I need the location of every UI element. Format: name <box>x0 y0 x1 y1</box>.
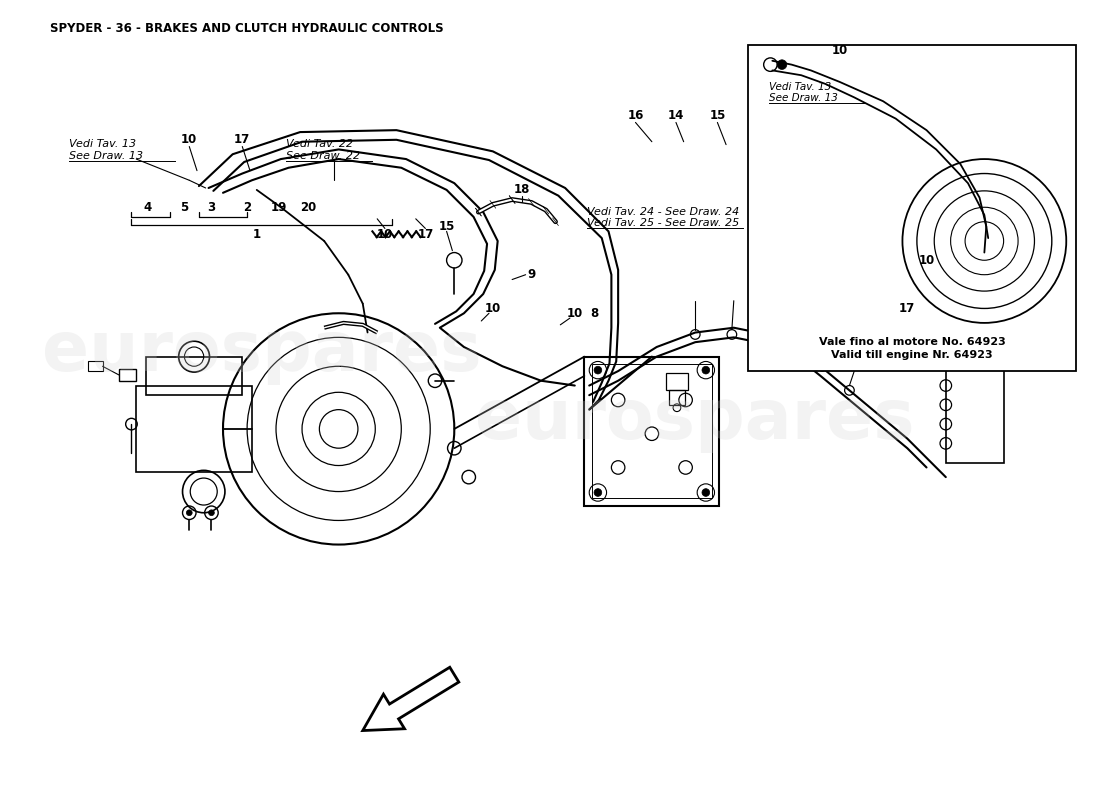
Text: 17: 17 <box>417 228 433 241</box>
Bar <box>88 362 102 371</box>
Text: SPYDER - 36 - BRAKES AND CLUTCH HYDRAULIC CONTROLS: SPYDER - 36 - BRAKES AND CLUTCH HYDRAULI… <box>50 22 443 35</box>
Text: 15: 15 <box>710 110 726 122</box>
Circle shape <box>209 510 214 516</box>
Text: See Draw. 13: See Draw. 13 <box>69 151 143 161</box>
Text: 17: 17 <box>899 302 915 315</box>
Text: 2: 2 <box>243 201 251 214</box>
Text: 14: 14 <box>668 110 684 122</box>
Text: Vedi Tav. 25 - See Draw. 25: Vedi Tav. 25 - See Draw. 25 <box>587 218 739 229</box>
Text: Vedi Tav. 13: Vedi Tav. 13 <box>769 82 832 92</box>
Bar <box>946 366 1003 462</box>
Text: 3: 3 <box>208 201 216 214</box>
Text: 9: 9 <box>527 268 536 282</box>
Bar <box>667 373 688 390</box>
Text: 10: 10 <box>566 306 583 320</box>
Text: 16: 16 <box>627 110 644 122</box>
Text: 18: 18 <box>514 183 530 197</box>
Text: See Draw. 13: See Draw. 13 <box>769 93 838 103</box>
Circle shape <box>702 366 710 374</box>
Bar <box>146 357 242 395</box>
Text: Vale fino al motore No. 64923: Vale fino al motore No. 64923 <box>818 337 1005 347</box>
Bar <box>592 364 712 498</box>
Text: Vedi Tav. 13: Vedi Tav. 13 <box>69 139 136 150</box>
Text: 17: 17 <box>234 134 251 146</box>
Text: 10: 10 <box>918 254 935 266</box>
Circle shape <box>778 60 786 70</box>
Bar <box>119 369 136 381</box>
Text: 7: 7 <box>754 254 762 266</box>
Text: 19: 19 <box>271 201 287 214</box>
Circle shape <box>594 489 602 496</box>
Text: 20: 20 <box>299 201 316 214</box>
Circle shape <box>186 510 192 516</box>
Circle shape <box>594 366 602 374</box>
Bar <box>748 46 1076 371</box>
Bar <box>584 357 719 506</box>
Bar <box>136 386 252 472</box>
Text: 6: 6 <box>792 254 801 266</box>
Text: 11: 11 <box>752 110 769 122</box>
Text: eurospares: eurospares <box>475 386 915 453</box>
Circle shape <box>813 301 818 306</box>
Text: eurospares: eurospares <box>42 318 482 386</box>
Text: Vedi Tav. 24 - See Draw. 24: Vedi Tav. 24 - See Draw. 24 <box>587 207 739 217</box>
FancyArrow shape <box>363 667 459 730</box>
Text: Vedi Tav. 22: Vedi Tav. 22 <box>286 139 353 150</box>
Text: 10: 10 <box>485 302 501 315</box>
Text: See Draw. 22: See Draw. 22 <box>286 151 360 161</box>
Text: 4: 4 <box>144 201 152 214</box>
Text: 13: 13 <box>798 110 814 122</box>
Text: 10: 10 <box>377 228 393 241</box>
Text: 10: 10 <box>832 44 848 57</box>
Text: 1: 1 <box>253 228 261 241</box>
Text: 12: 12 <box>842 110 858 122</box>
Bar <box>669 390 684 405</box>
Text: Valid till engine Nr. 64923: Valid till engine Nr. 64923 <box>832 350 993 360</box>
Circle shape <box>779 301 785 306</box>
Text: 5: 5 <box>180 201 188 214</box>
Text: 8: 8 <box>590 306 598 320</box>
Text: 15: 15 <box>439 220 454 233</box>
Text: 10: 10 <box>182 134 197 146</box>
Circle shape <box>702 489 710 496</box>
